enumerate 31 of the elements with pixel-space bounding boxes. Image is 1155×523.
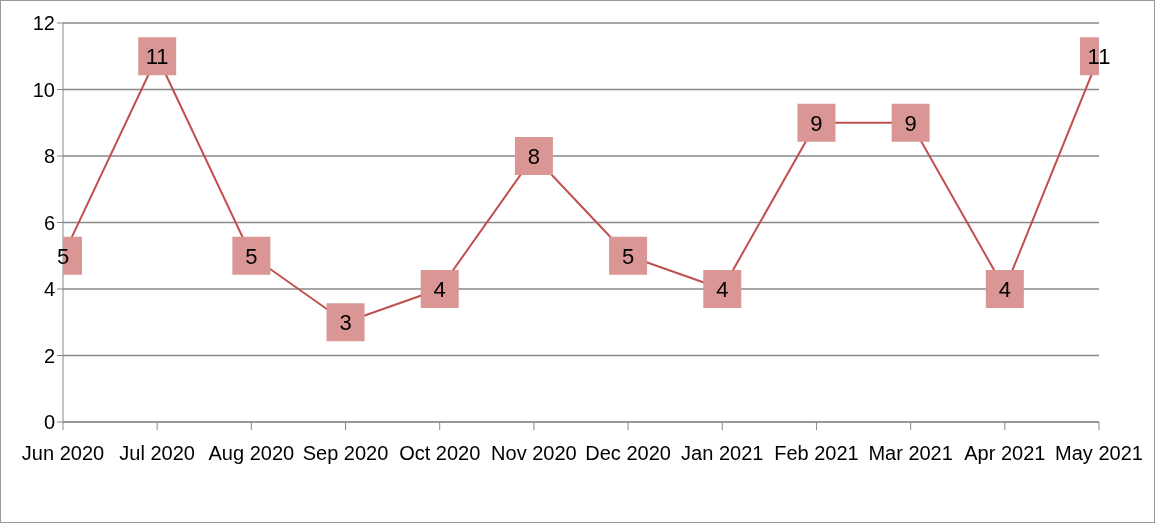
x-tick-label: Jul 2020 [119, 442, 195, 465]
x-tick-label: May 2021 [1055, 442, 1143, 465]
data-label: 8 [527, 144, 541, 169]
data-label: 5 [621, 243, 635, 269]
data-label: 5 [56, 243, 70, 269]
x-tick-label: Aug 2020 [208, 442, 295, 465]
data-label: 4 [716, 277, 729, 302]
data-label: 4 [998, 277, 1011, 302]
y-tick-label: 12 [32, 12, 55, 35]
x-tick-label: Nov 2020 [491, 442, 577, 465]
x-tick-label: Oct 2020 [399, 442, 481, 465]
y-tick-label: 0 [43, 411, 55, 434]
data-label: 11 [1087, 44, 1111, 70]
data-label: 5 [245, 243, 258, 269]
x-tick-label: Mar 2021 [868, 442, 953, 465]
x-tick-label: Jan 2021 [681, 442, 764, 465]
y-tick-label: 8 [43, 145, 55, 168]
y-tick-label: 6 [43, 211, 55, 234]
x-tick-label: Feb 2021 [774, 442, 859, 465]
y-tick-label: 4 [43, 278, 55, 301]
x-tick-label: Sep 2020 [302, 442, 389, 465]
x-tick-label: Jun 2020 [21, 442, 105, 465]
x-tick-label: Dec 2020 [585, 442, 671, 465]
data-label: 9 [904, 110, 917, 136]
x-tick-label: Apr 2021 [964, 442, 1046, 465]
data-label: 4 [433, 277, 446, 302]
data-label: 11 [145, 44, 169, 70]
y-tick-label: 10 [32, 78, 55, 101]
data-label: 9 [810, 110, 823, 136]
y-tick-label: 2 [43, 344, 55, 367]
data-label: 3 [339, 310, 352, 336]
